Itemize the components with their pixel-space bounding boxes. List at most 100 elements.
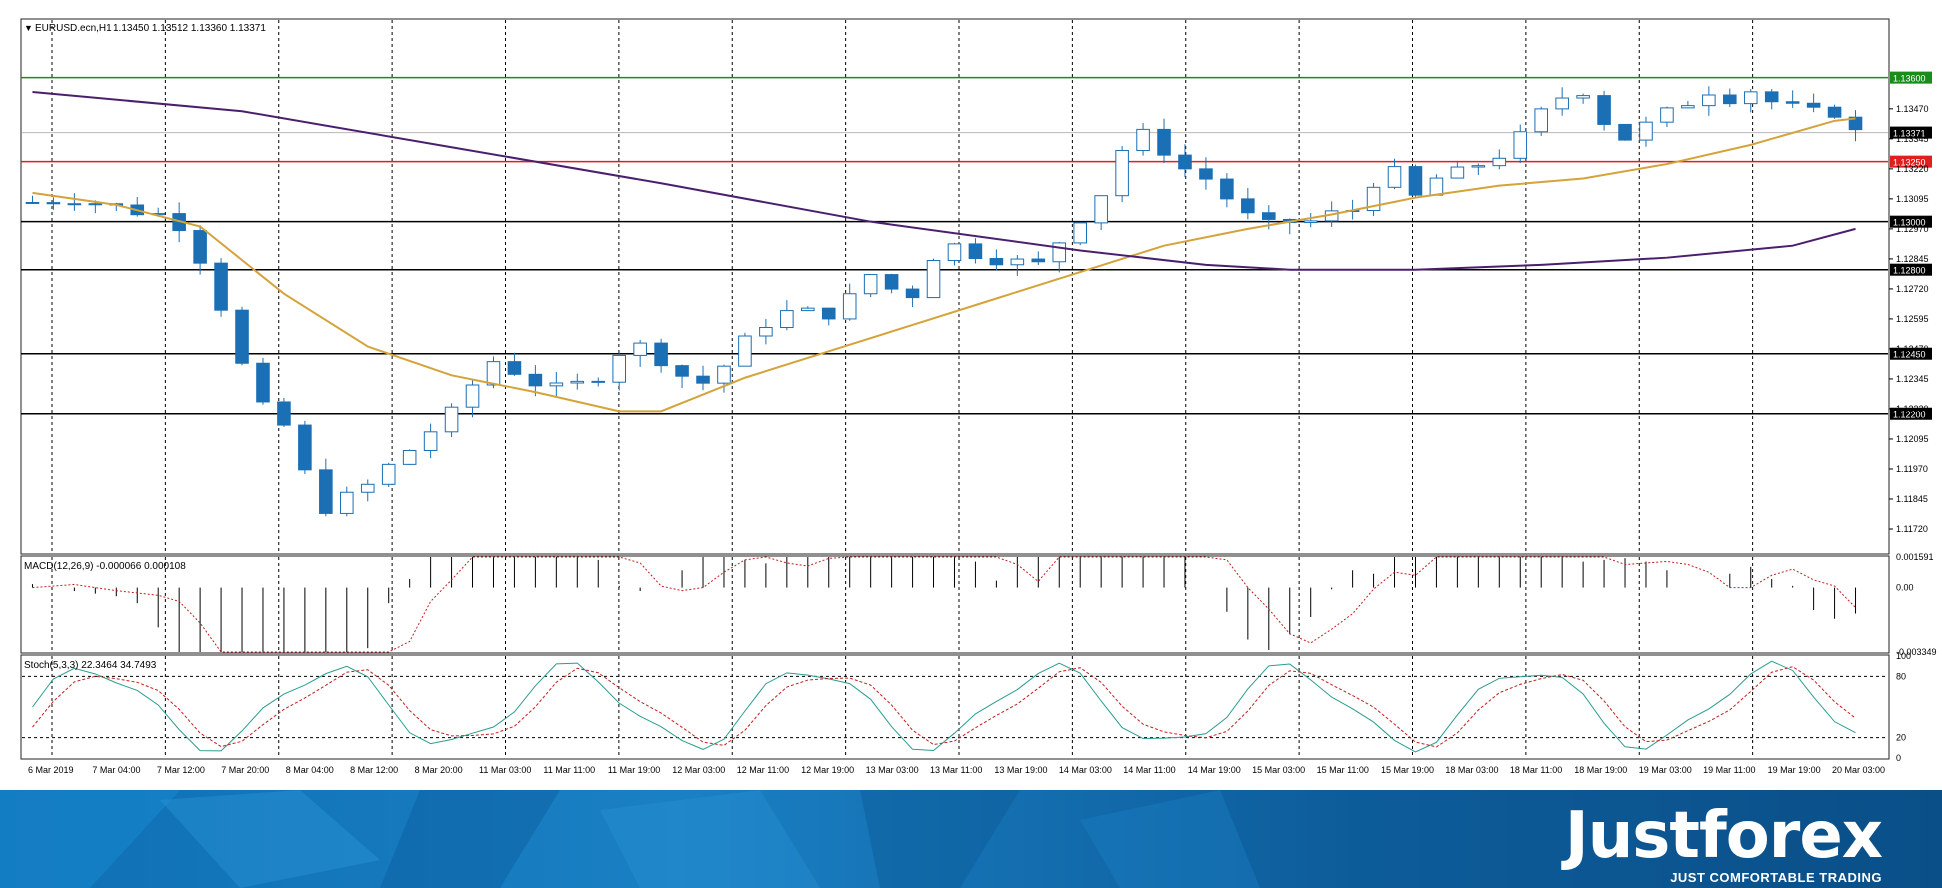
macd-signal-line — [32, 556, 1856, 653]
macd-y-label: 0.00 — [1896, 583, 1914, 593]
candle-body — [298, 424, 312, 471]
x-tick-label: 6 Mar 2019 — [28, 765, 74, 775]
candle-body — [1136, 128, 1150, 152]
candle-body — [1408, 166, 1423, 196]
x-tick-label: 14 Mar 03:00 — [1059, 765, 1112, 775]
y-tick-label: 1.12220 — [1896, 404, 1929, 414]
level-price-tag — [1890, 215, 1932, 228]
candle-body — [277, 401, 291, 426]
level-price-tag — [1890, 407, 1932, 420]
chart-canvas: 6 Mar 2019 7 Mar 04:00 7 Mar 12:00 7 Mar 20… — [20, 18, 1937, 775]
stoch-y-label: 20 — [1896, 733, 1906, 743]
candle-body — [319, 469, 333, 514]
banner-decoration — [0, 790, 1260, 888]
candle-body — [738, 335, 752, 367]
x-tick-label: 7 Mar 04:00 — [92, 765, 140, 775]
candle-body — [1534, 108, 1548, 133]
x-tick-label: 19 Mar 11:00 — [1703, 765, 1755, 775]
y-tick-label: 1.13345 — [1896, 134, 1929, 144]
candle-body — [340, 491, 354, 514]
x-tick-label: 11 Mar 19:00 — [608, 765, 660, 775]
candle-body — [1115, 150, 1129, 197]
macd-y-label: 0.001591 — [1896, 552, 1934, 562]
x-tick-label: 19 Mar 19:00 — [1768, 765, 1821, 775]
candle-body — [1094, 195, 1108, 224]
candle-body — [360, 483, 375, 493]
candle-body — [402, 449, 417, 465]
y-tick-label: 1.13470 — [1896, 104, 1929, 114]
x-tick-label: 18 Mar 03:00 — [1445, 765, 1498, 775]
x-tick-label: 8 Mar 04:00 — [286, 765, 334, 775]
candle-body — [1492, 157, 1507, 167]
candle-body — [612, 354, 626, 383]
x-tick-label: 13 Mar 19:00 — [994, 765, 1047, 775]
candle-body — [25, 201, 40, 204]
candle-body — [381, 463, 396, 485]
main-chart-panel — [20, 18, 1890, 555]
x-tick-label: 12 Mar 11:00 — [737, 765, 789, 775]
y-tick-label: 1.12095 — [1896, 434, 1929, 444]
candle-body — [570, 380, 585, 384]
x-tick-label: 15 Mar 19:00 — [1381, 765, 1434, 775]
candle-body — [1178, 154, 1192, 170]
candle-body — [696, 375, 710, 384]
candle-body — [1555, 97, 1569, 110]
y-tick-label: 1.11845 — [1896, 494, 1928, 504]
x-tick-label: 14 Mar 11:00 — [1123, 765, 1175, 775]
current-price-tag — [1890, 126, 1932, 139]
candle-body — [507, 361, 522, 375]
brand-banner: Justforex JUST COMFORTABLE TRADING — [0, 790, 1942, 888]
candle-body — [1660, 107, 1674, 123]
x-tick-label: 7 Mar 20:00 — [221, 765, 269, 775]
x-tick-label: 14 Mar 19:00 — [1188, 765, 1241, 775]
x-tick-label: 15 Mar 11:00 — [1317, 765, 1369, 775]
candle-body — [1429, 177, 1444, 196]
stoch-label: Stoch(5,3,3) 22.3464 34.7493 — [24, 660, 157, 671]
y-tick-label: 1.11970 — [1896, 464, 1928, 474]
candle-body — [884, 274, 899, 290]
candle-body — [1471, 165, 1486, 168]
x-tick-label: 18 Mar 19:00 — [1574, 765, 1627, 775]
candle-body — [675, 365, 689, 377]
candle-body — [1702, 94, 1716, 107]
x-tick-label: 8 Mar 20:00 — [415, 765, 463, 775]
candle-body — [1681, 105, 1695, 109]
candle-body — [1199, 168, 1213, 180]
candle-body — [549, 382, 564, 387]
y-tick-label: 1.11720 — [1896, 524, 1928, 534]
moving-average-line — [32, 91, 1856, 271]
candle-body — [1052, 242, 1067, 263]
y-tick-label: 1.13095 — [1896, 194, 1929, 204]
level-price-tag — [1890, 347, 1932, 360]
candle-body — [1220, 178, 1234, 200]
candle-body — [1262, 212, 1276, 220]
candle-body — [444, 406, 459, 433]
candle-body — [88, 203, 103, 206]
candle-body — [591, 380, 606, 383]
stoch-y-label: 0 — [1896, 753, 1901, 763]
candle-body — [717, 365, 731, 384]
candle-body — [1848, 116, 1863, 131]
stoch-y-label: 100 — [1896, 651, 1911, 661]
candle-body — [67, 203, 82, 206]
candle-body — [842, 293, 857, 320]
candle-body — [926, 260, 941, 299]
candle-body — [821, 307, 836, 320]
y-tick-label: 1.13220 — [1896, 164, 1929, 174]
level-price-label: 1.13000 — [1893, 218, 1926, 228]
chart-symbol: EURUSD.ecn,H1 — [35, 23, 112, 34]
candle-body — [1031, 258, 1046, 263]
candle-body — [1303, 220, 1318, 224]
level-price-tag — [1890, 155, 1932, 168]
level-price-label: 1.12450 — [1893, 350, 1926, 360]
x-tick-label: 7 Mar 12:00 — [157, 765, 205, 775]
candle-body — [1597, 95, 1611, 125]
candle-body — [193, 230, 207, 264]
candle-body — [1764, 91, 1779, 103]
y-tick-label: 1.12845 — [1896, 254, 1929, 264]
candle-body — [486, 361, 501, 386]
candle-body — [633, 342, 647, 356]
candle-body — [1827, 106, 1842, 118]
macd-panel — [20, 555, 1890, 654]
macd-label: MACD(12,26,9) -0.000066 0.000108 — [24, 561, 186, 572]
